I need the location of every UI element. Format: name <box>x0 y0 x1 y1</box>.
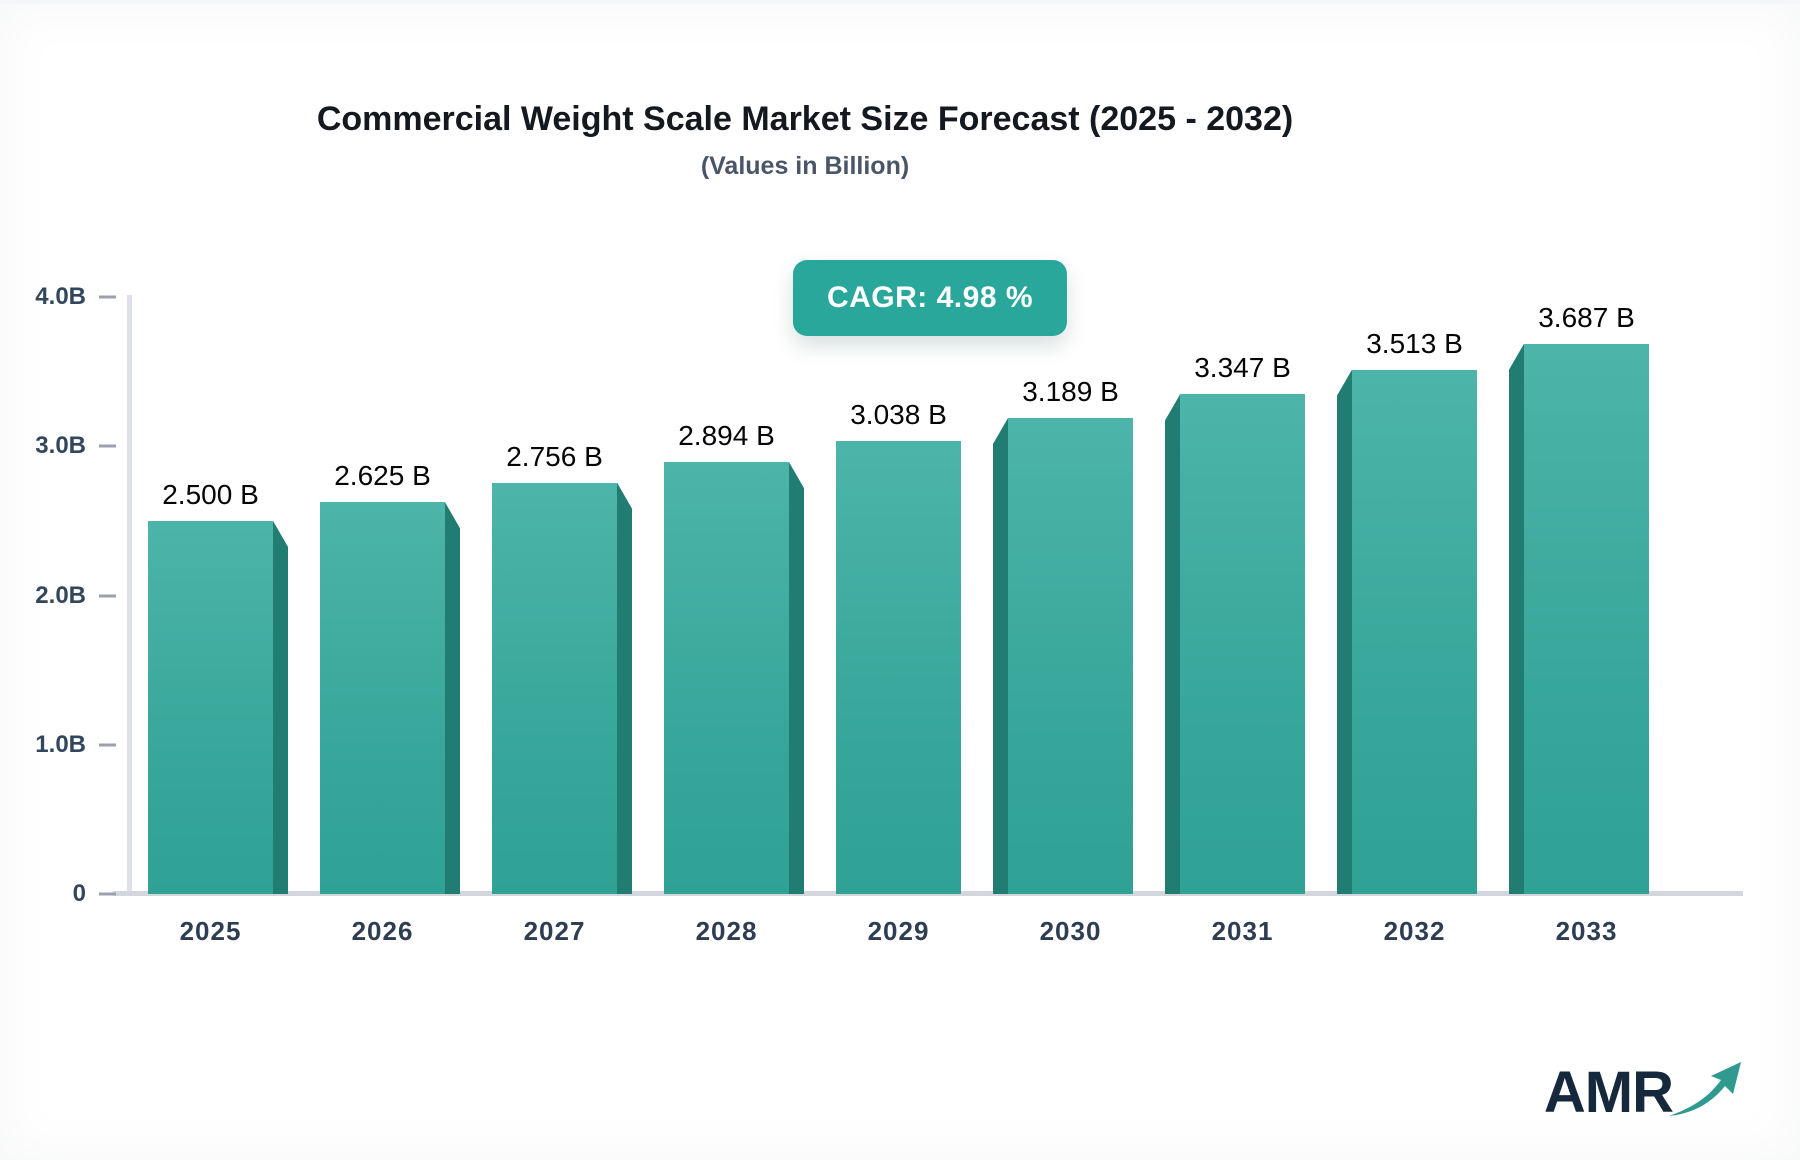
y-axis-tick-mark <box>99 743 116 747</box>
bar-2031-side-shading <box>1165 394 1180 894</box>
y-axis-tick-label: 1.0B <box>35 730 86 758</box>
plot-area: 4.0B 3.0B 2.0B 1.0B 0 2.500 B 2025 2.625 B 2026 2… <box>0 4 1800 1160</box>
bar-2025-side-shading <box>273 520 288 894</box>
bar-value-label-2031: 3.347 B <box>1194 352 1291 384</box>
bar-2027 <box>492 482 617 894</box>
x-axis-tick-label-2026: 2026 <box>351 916 414 946</box>
bar-2027-side-shading <box>617 482 632 894</box>
bar-value-label-2025: 2.500 B <box>162 478 259 510</box>
y-axis-tick-label: 2.0B <box>35 581 86 609</box>
y-axis-line <box>127 295 132 894</box>
y-axis-tick-label: 3.0B <box>35 432 86 460</box>
chart-title: Commercial Weight Scale Market Size Fore… <box>316 100 1294 138</box>
bar-2030 <box>1008 418 1133 894</box>
x-axis-tick-label-2033: 2033 <box>1555 916 1618 946</box>
bar-value-label-2026: 2.625 B <box>334 460 431 492</box>
bar-value-label-2033: 3.687 B <box>1538 301 1635 333</box>
y-axis-tick-mark <box>99 444 116 448</box>
bar-2033-side-shading <box>1509 343 1524 894</box>
x-axis-tick-label-2031: 2031 <box>1211 916 1274 946</box>
cagr-badge: CAGR: 4.98 % <box>792 260 1068 336</box>
amr-logo-arrow-icon <box>1669 1062 1741 1116</box>
bar-value-label-2030: 3.189 B <box>1022 376 1119 408</box>
bar-value-label-2032: 3.513 B <box>1366 327 1463 359</box>
chart-subtitle: (Values in Billion) <box>700 152 910 180</box>
y-axis-tick-mark <box>99 594 116 597</box>
bar-2028-side-shading <box>789 462 804 894</box>
bar-2031 <box>1180 394 1305 894</box>
bar-2026 <box>320 502 445 894</box>
x-axis-tick-label-2029: 2029 <box>867 916 930 946</box>
x-axis-tick-label-2028: 2028 <box>695 916 758 946</box>
y-axis-tick-label: 0 <box>72 880 86 907</box>
bar-2030-side-shading <box>993 418 1008 894</box>
y-axis-tick-mark <box>99 295 116 299</box>
y-axis-tick-label: 4.0B <box>35 283 86 310</box>
bar-2026-side-shading <box>445 502 460 894</box>
bar-value-label-2029: 3.038 B <box>850 398 947 430</box>
bar-2032-side-shading <box>1337 369 1352 894</box>
bar-2025 <box>148 520 273 894</box>
bar-2032 <box>1352 369 1477 894</box>
bar-value-label-2028: 2.894 B <box>678 420 775 452</box>
x-axis-tick-label-2030: 2030 <box>1039 916 1102 946</box>
bar-2029 <box>836 440 961 894</box>
x-axis-tick-label-2032: 2032 <box>1383 916 1446 946</box>
x-axis-tick-label-2027: 2027 <box>523 916 586 946</box>
bar-value-label-2027: 2.756 B <box>506 440 603 472</box>
amr-logo-text: AMR <box>1543 1060 1674 1125</box>
amr-logo: AMR <box>1544 1058 1745 1122</box>
x-axis-tick-label-2025: 2025 <box>179 916 242 946</box>
bar-2028 <box>664 462 789 894</box>
y-axis-tick-mark <box>99 892 116 896</box>
bar-2033 <box>1524 343 1649 894</box>
